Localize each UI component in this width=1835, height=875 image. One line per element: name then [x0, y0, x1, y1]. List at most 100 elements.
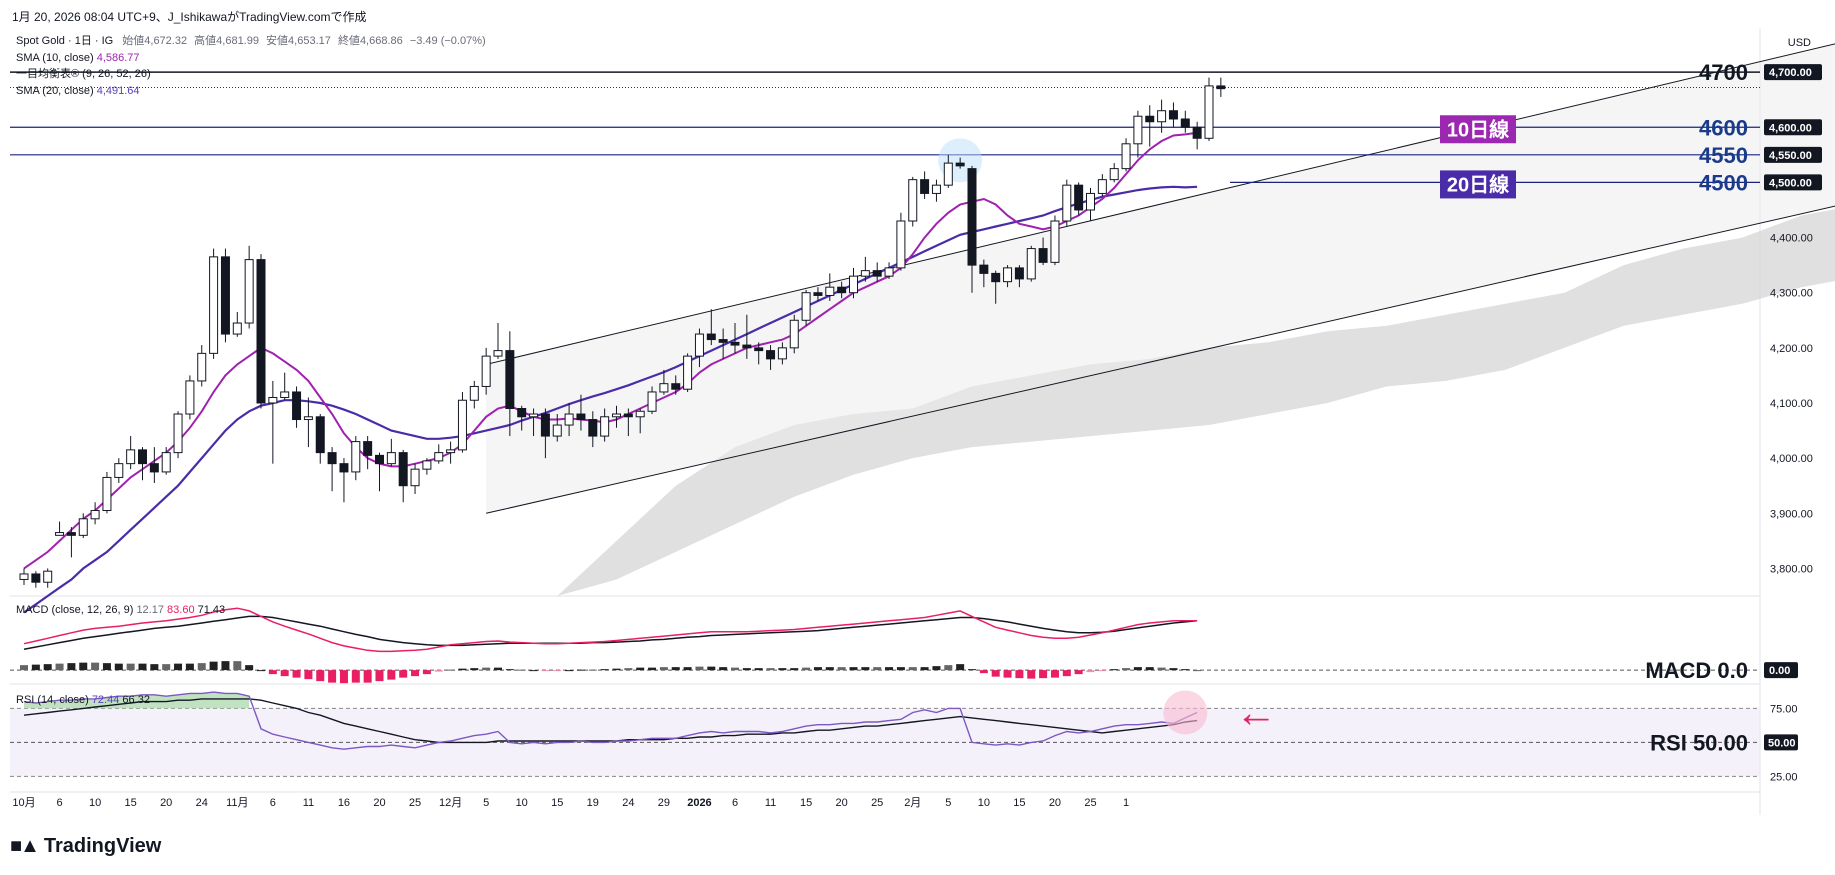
candle-body [671, 383, 681, 390]
x-tick-label: 11月 [226, 797, 248, 809]
legend-macd-v3: 71.43 [197, 604, 226, 616]
macd-histogram-bar [233, 661, 242, 671]
candle-body [1157, 110, 1167, 123]
macd-zero-annotation: MACD 0.0 [1645, 658, 1748, 683]
sma10-tag-box [1440, 115, 1516, 144]
legend-symbol: Spot Gold · 1日 · IG [16, 35, 114, 47]
x-tick-label: 15 [551, 797, 563, 809]
candle-body [1050, 220, 1060, 263]
macd-histogram-bar [375, 670, 384, 682]
tradingview-logo[interactable]: ■▲ TradingView [10, 835, 161, 858]
rsi-tick-label: 75.00 [1770, 703, 1798, 715]
candle-body [647, 391, 657, 412]
macd-histogram-bar [1110, 669, 1119, 671]
candle-body [410, 468, 420, 487]
y-tick-label: 3,800.00 [1770, 563, 1813, 575]
y-tick-label: 4,400.00 [1770, 233, 1813, 245]
candle-body [185, 380, 195, 415]
macd-histogram-bar [612, 668, 621, 671]
legend-low: 4,653.17 [288, 35, 331, 47]
macd-histogram-bar [185, 663, 194, 671]
channel-upper-line [486, 43, 1835, 365]
legend-ichimoku[interactable]: 一目均衡表® (9, 26, 52, 26) [16, 67, 151, 81]
candle-body [600, 416, 610, 437]
price-badge [1764, 146, 1822, 163]
candle-body [943, 162, 953, 186]
macd-histogram-bar [636, 667, 645, 671]
x-tick-label: 6 [270, 797, 276, 809]
legend-sma20[interactable]: SMA (20, close) 4,491.64 [16, 84, 140, 98]
candle-body [564, 413, 574, 426]
rsi-overbought-fill [24, 692, 250, 709]
candle-body [1003, 267, 1013, 283]
macd-histogram-bar [849, 667, 858, 671]
price-badge-label: 4,500.00 [1769, 177, 1812, 189]
candle-body [268, 396, 278, 404]
candle-body [19, 573, 29, 580]
x-tick-label: 25 [409, 797, 421, 809]
candle-body [398, 452, 408, 487]
macd-histogram-bar [245, 665, 254, 671]
candle-body [623, 413, 633, 418]
macd-histogram-bar [268, 670, 277, 675]
macd-histogram-bar [648, 667, 657, 671]
macd-histogram-bar [1145, 667, 1154, 671]
candle-body [683, 355, 693, 390]
macd-histogram-bar [79, 662, 88, 671]
candle-body [363, 441, 373, 456]
macd-histogram-bar [114, 663, 123, 671]
sma20-line [23, 185, 1198, 614]
macd-histogram-bar [494, 667, 502, 671]
currency-label[interactable]: USD [1787, 37, 1811, 49]
legend-macd[interactable]: MACD (close, 12, 26, 9) 12.17 83.60 71.4… [16, 603, 225, 617]
candle-body [303, 416, 313, 421]
candle-body [837, 286, 847, 294]
x-tick-label: 20 [1049, 797, 1061, 809]
candle-body [114, 463, 124, 478]
candle-body [1014, 267, 1024, 280]
sma10-line [23, 131, 1198, 570]
candle-body [1026, 248, 1036, 280]
price-badge-label: 4,700.00 [1769, 67, 1812, 79]
legend-close: 4,668.86 [359, 35, 403, 47]
candle-body [920, 179, 930, 194]
macd-histogram-bar [766, 668, 775, 671]
macd-histogram-bar [873, 667, 882, 671]
legend-close-label: 終値 [337, 35, 360, 47]
candle-body [825, 286, 835, 296]
macd-histogram-bar [1039, 670, 1048, 679]
legend-high-label: 高値 [194, 35, 217, 47]
macd-histogram-bar [908, 667, 917, 671]
macd-histogram-bar [280, 670, 289, 677]
macd-zero-badge-label: 0.00 [1769, 665, 1790, 677]
macd-histogram-bar [1062, 670, 1071, 677]
candle-body [742, 344, 752, 349]
rsi-line [23, 691, 1198, 750]
candle-body [126, 449, 136, 465]
x-tick-label: 25 [871, 797, 883, 809]
x-tick-label: 6 [732, 797, 738, 809]
legend-rsi[interactable]: RSI (14, close) 72.44 66.32 [16, 693, 150, 707]
ichimoku-cloud [557, 209, 1835, 596]
legend-macd-label: MACD (close, 12, 26, 9) [16, 604, 134, 616]
legend-macd-v2: 83.60 [167, 604, 195, 616]
x-tick-label: 10 [516, 797, 528, 809]
legend-sma10[interactable]: SMA (10, close) 4,586.77 [16, 51, 140, 65]
candle-body [220, 256, 230, 335]
macd-histogram-bar [991, 670, 1000, 677]
sma20-tag-box [1440, 170, 1516, 199]
macd-histogram-bar [209, 661, 218, 671]
x-tick-label: 29 [658, 797, 670, 809]
macd-histogram-bar [328, 670, 337, 683]
x-tick-label: 25 [1084, 797, 1096, 809]
candle-body [1074, 184, 1084, 211]
macd-histogram-bar [719, 667, 728, 671]
macd-histogram-bar [671, 667, 680, 671]
candle-body [612, 413, 621, 418]
legend-rsi-v1: 72.44 [91, 694, 120, 706]
candle-body [979, 264, 989, 274]
x-tick-label: 11 [303, 797, 314, 809]
candle-body [777, 347, 787, 360]
